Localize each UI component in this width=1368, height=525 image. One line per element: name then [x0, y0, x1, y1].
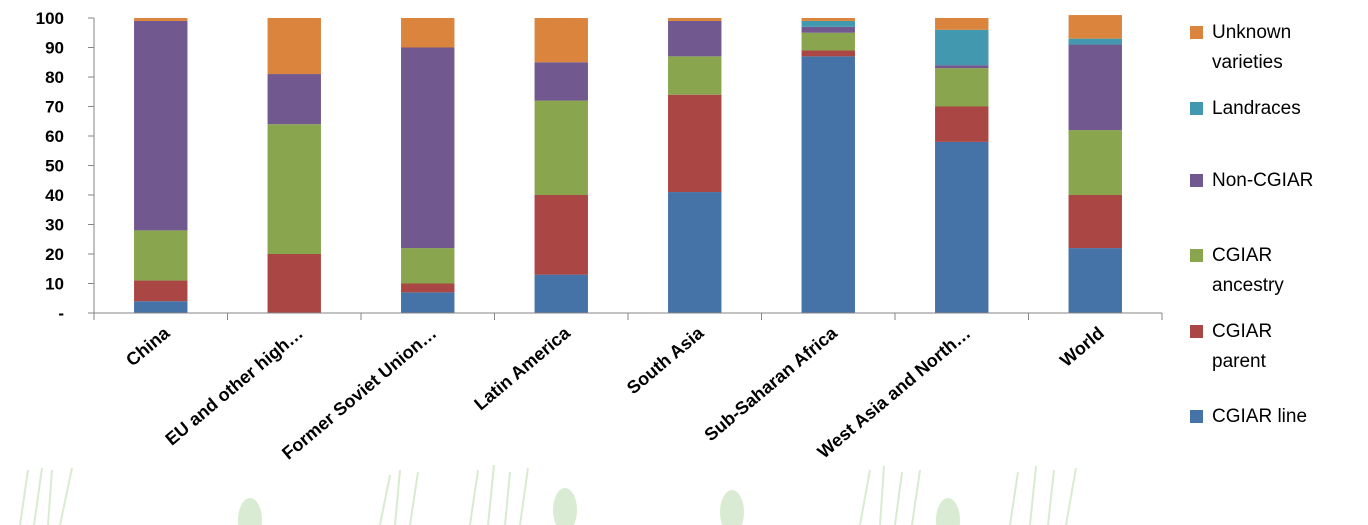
- bar-unknown-varieties-west-asia-and-north: [935, 18, 989, 30]
- x-tick-label-sub-saharan-africa: Sub-Saharan Africa: [701, 322, 842, 445]
- x-tick-label-world: World: [1056, 323, 1108, 371]
- bars: [134, 15, 1122, 313]
- bar-cgiar-parent-west-asia-and-north: [935, 106, 989, 142]
- y-tick-label: 60: [45, 127, 64, 146]
- legend-swatch-cgiar-line: [1190, 410, 1203, 423]
- bar-unknown-varieties-south-asia: [668, 18, 722, 21]
- y-tick-label: -: [58, 304, 64, 323]
- y-tick-label: 50: [45, 157, 64, 176]
- bar-cgiar-parent-south-asia: [668, 94, 722, 193]
- bar-cgiar-ancestry-latin-america: [534, 100, 588, 195]
- bar-landraces-sub-saharan-africa: [801, 20, 855, 27]
- bar-cgiar-line-world: [1068, 248, 1122, 313]
- legend-label-non-cgiar: Non-CGIAR: [1212, 170, 1313, 191]
- y-tick-label: 10: [45, 275, 64, 294]
- bar-landraces-west-asia-and-north: [935, 29, 989, 66]
- y-tick-label: 90: [45, 39, 64, 58]
- bar-non-cgiar-west-asia-and-north: [935, 65, 989, 69]
- bar-unknown-varieties-eu-and-other-high: [267, 18, 321, 75]
- bar-non-cgiar-china: [134, 20, 188, 231]
- y-tick-label: 100: [36, 9, 64, 28]
- x-tick-label-latin-america: Latin America: [470, 322, 574, 414]
- bar-cgiar-line-sub-saharan-africa: [801, 56, 855, 313]
- bar-non-cgiar-latin-america: [534, 62, 588, 101]
- legend-label-cgiar-line: CGIAR line: [1212, 406, 1307, 427]
- bar-non-cgiar-south-asia: [668, 20, 722, 57]
- bar-cgiar-parent-world: [1068, 195, 1122, 249]
- x-tick-label-west-asia-and-north: West Asia and North…: [814, 323, 975, 462]
- legend-swatch-cgiar-ancestry: [1190, 249, 1203, 262]
- legend-swatch-landraces: [1190, 102, 1203, 115]
- y-tick-label: 20: [45, 245, 64, 264]
- bar-cgiar-line-china: [134, 301, 188, 313]
- bar-cgiar-line-latin-america: [534, 274, 588, 313]
- bar-cgiar-parent-latin-america: [534, 195, 588, 275]
- legend-label-cgiar-parent: CGIAR: [1212, 321, 1272, 342]
- y-tick-label: 30: [45, 216, 64, 235]
- x-tick-label-former-soviet-union: Former Soviet Union…: [278, 323, 440, 464]
- bar-cgiar-ancestry-china: [134, 230, 188, 281]
- y-tick-label: 70: [45, 98, 64, 117]
- bar-cgiar-ancestry-former-soviet-union: [401, 248, 455, 284]
- bar-cgiar-ancestry-west-asia-and-north: [935, 68, 989, 107]
- bar-non-cgiar-eu-and-other-high: [267, 74, 321, 125]
- legend-label-cgiar-parent: parent: [1212, 351, 1267, 372]
- legend-swatch-cgiar-parent: [1190, 325, 1203, 338]
- bar-cgiar-parent-china: [134, 280, 188, 302]
- bar-unknown-varieties-former-soviet-union: [401, 18, 455, 48]
- bar-unknown-varieties-latin-america: [534, 18, 588, 63]
- y-axis: - 10 20 30 40 50 60 70 80 90 100: [36, 9, 95, 323]
- legend-swatch-non-cgiar: [1190, 174, 1203, 187]
- bar-landraces-world: [1068, 38, 1122, 45]
- bar-cgiar-parent-sub-saharan-africa: [801, 50, 855, 57]
- bar-unknown-varieties-sub-saharan-africa: [801, 18, 855, 21]
- bar-non-cgiar-sub-saharan-africa: [801, 26, 855, 33]
- bar-cgiar-parent-eu-and-other-high: [267, 254, 321, 313]
- legend-label-cgiar-ancestry: ancestry: [1212, 275, 1284, 296]
- bar-cgiar-parent-former-soviet-union: [401, 283, 455, 293]
- y-tick-label: 80: [45, 68, 64, 87]
- bar-cgiar-ancestry-sub-saharan-africa: [801, 32, 855, 51]
- x-tick-label-eu-and-other-high: EU and other high…: [161, 323, 306, 450]
- legend-label-unknown-varieties: varieties: [1212, 52, 1283, 73]
- bar-cgiar-ancestry-south-asia: [668, 56, 722, 95]
- y-tick-label: 40: [45, 186, 64, 205]
- legend-label-unknown-varieties: Unknown: [1212, 22, 1291, 43]
- bar-unknown-varieties-world: [1068, 15, 1122, 39]
- legend-label-landraces: Landraces: [1212, 98, 1301, 119]
- legend-swatch-unknown-varieties: [1190, 26, 1203, 39]
- legend: Unknown varieties Landraces Non-CGIAR CGIAR a…: [1190, 22, 1313, 427]
- bar-cgiar-line-south-asia: [668, 192, 722, 313]
- bar-non-cgiar-world: [1068, 44, 1122, 131]
- bar-cgiar-ancestry-eu-and-other-high: [267, 124, 321, 254]
- bar-non-cgiar-former-soviet-union: [401, 47, 455, 249]
- x-tick-label-china: China: [122, 322, 174, 370]
- legend-label-cgiar-ancestry: CGIAR: [1212, 245, 1272, 266]
- bar-cgiar-line-former-soviet-union: [401, 292, 455, 313]
- bar-cgiar-ancestry-world: [1068, 130, 1122, 195]
- x-tick-label-south-asia: South Asia: [623, 322, 708, 398]
- bar-unknown-varieties-china: [134, 18, 188, 21]
- bar-cgiar-line-west-asia-and-north: [935, 141, 989, 313]
